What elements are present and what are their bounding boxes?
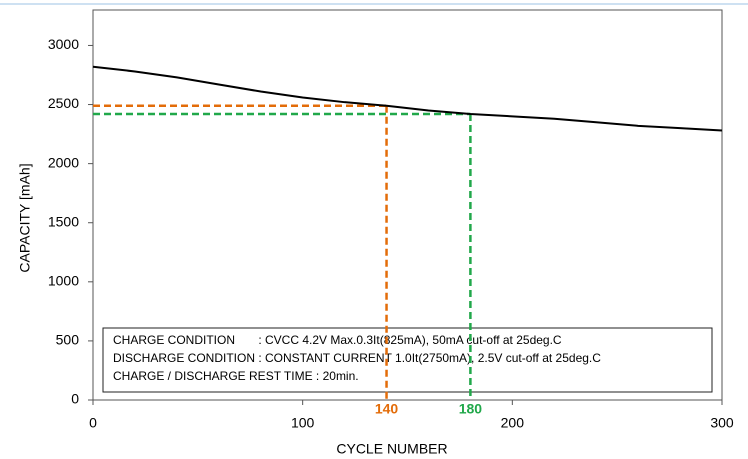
y-tick-label: 500	[56, 332, 80, 348]
y-tick-label: 0	[71, 391, 79, 407]
x-tick-label: 0	[89, 415, 97, 431]
notes-box	[102, 327, 713, 393]
y-tick-label: 2000	[48, 154, 79, 170]
y-tick-label: 2500	[48, 95, 79, 111]
y-tick-label: 1000	[48, 273, 79, 289]
data-line	[92, 65, 723, 132]
x-tick-label: 300	[710, 415, 734, 431]
y-axis-title: CAPACITY [mAh]	[17, 163, 33, 272]
x-tick-label: 100	[291, 415, 315, 431]
note-line: DISCHARGE CONDITION : CONSTANT CURRENT 1…	[113, 351, 601, 365]
marker-label: 180	[459, 401, 483, 417]
note-line: CHARGE / DISCHARGE REST TIME : 20min.	[113, 369, 359, 383]
y-tick-label: 3000	[48, 36, 79, 52]
note-line: CHARGE CONDITION : CVCC 4.2V Max.0.3It(8…	[113, 333, 562, 347]
marker-label: 140	[375, 401, 399, 417]
x-axis-title: CYCLE NUMBER	[336, 441, 447, 457]
y-tick-label: 1500	[48, 213, 79, 229]
x-tick-label: 200	[501, 415, 525, 431]
